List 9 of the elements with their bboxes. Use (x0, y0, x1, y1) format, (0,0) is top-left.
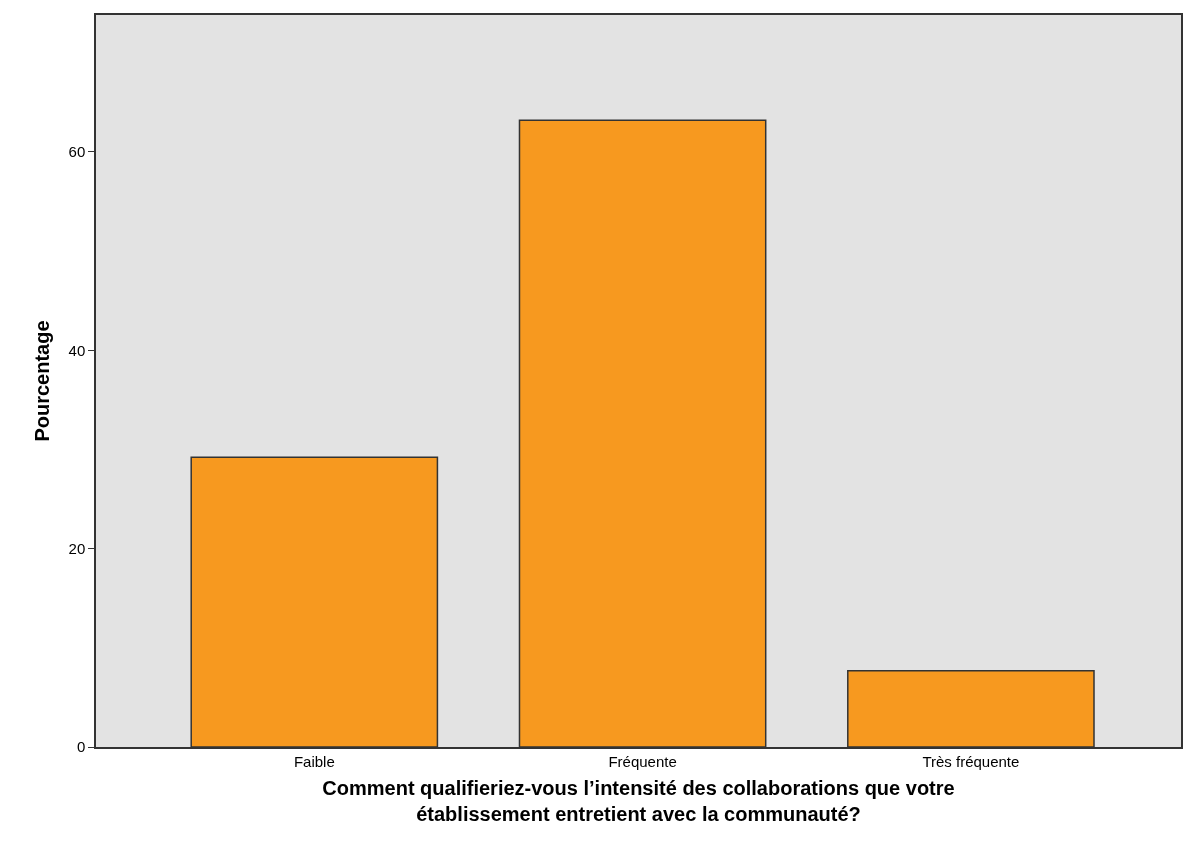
y-tick-label: 0 (76, 738, 86, 756)
y-tick-label: 60 (68, 143, 86, 161)
x-tick-label: Faible (293, 752, 335, 770)
x-tick-label: Fréquente (608, 752, 677, 770)
y-tick-label: 40 (68, 341, 86, 359)
x-tick-label: Très fréquente (922, 752, 1020, 770)
y-tick-label: 20 (68, 539, 86, 557)
x-axis-title: Comment qualifieriez-vous l’intensité des collaborations que votre établissement entretient avec la communauté? (322, 776, 955, 825)
y-axis-title: Pourcentage (30, 320, 53, 442)
